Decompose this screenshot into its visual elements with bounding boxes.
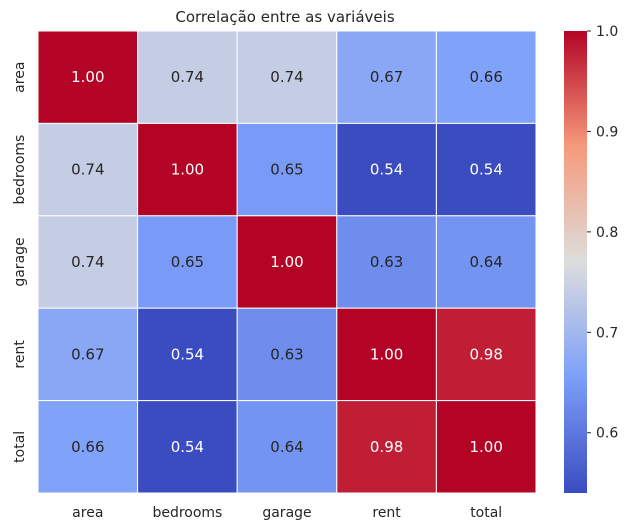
heatmap-cell xyxy=(236,400,338,494)
cell-value-label: 1.00 xyxy=(370,345,403,363)
cell-value-label: 0.67 xyxy=(370,68,403,86)
y-axis-tick-labels: area bedrooms garage rent total xyxy=(12,62,28,463)
heatmap-cell xyxy=(435,307,537,402)
cell-value-label: 0.63 xyxy=(270,345,303,363)
heatmap-cell xyxy=(236,215,338,309)
cell-value-label: 0.54 xyxy=(469,161,502,179)
cell-value-label: 1.00 xyxy=(469,438,502,456)
colorbar-tick-label: 0.6 xyxy=(596,426,618,442)
heatmap-cell xyxy=(435,30,537,124)
y-tick-label: garage xyxy=(12,237,28,286)
cell-value-label: 1.00 xyxy=(71,68,104,86)
cell-value-label: 0.98 xyxy=(370,438,403,456)
y-tick-label: rent xyxy=(12,340,28,369)
x-tick-label: area xyxy=(72,505,103,521)
colorbar-tick-label: 1.0 xyxy=(596,24,618,40)
cell-value-label: 0.74 xyxy=(270,68,303,86)
cell-value-label: 0.63 xyxy=(370,253,403,271)
cell-value-label: 0.74 xyxy=(71,161,104,179)
cell-value-label: 0.64 xyxy=(469,253,502,271)
y-tick-label: total xyxy=(12,431,28,463)
cell-value-label: 0.54 xyxy=(370,161,403,179)
heatmap-cell xyxy=(37,400,139,494)
heatmap-cell xyxy=(37,30,139,124)
cell-value-label: 0.65 xyxy=(171,253,204,271)
heatmap-cell xyxy=(336,307,437,402)
y-tick-label: bedrooms xyxy=(12,135,28,205)
colorbar-tick-label: 0.8 xyxy=(596,225,618,241)
heatmap-cell xyxy=(37,122,139,217)
heatmap-cell xyxy=(435,215,537,309)
cell-value-label: 0.64 xyxy=(270,438,303,456)
heatmap-cell xyxy=(137,400,238,494)
heatmap-cell xyxy=(336,30,437,124)
heatmap-cells: 1.00 0.74 0.74 0.67 0.66 0.74 1.00 0.65 0.54 0.54… xyxy=(37,30,537,494)
cell-value-label: 0.98 xyxy=(469,345,502,363)
cell-value-label: 0.54 xyxy=(171,438,204,456)
cell-value-label: 0.66 xyxy=(71,438,104,456)
x-tick-label: rent xyxy=(372,505,401,521)
heatmap-cell xyxy=(236,30,338,124)
heatmap-cell xyxy=(137,307,238,402)
heatmap-cell xyxy=(137,30,238,124)
cell-value-label: 0.74 xyxy=(171,68,204,86)
chart-title: Correlação entre as variáveis xyxy=(175,8,394,26)
x-tick-label: garage xyxy=(262,505,311,521)
cell-value-label: 0.65 xyxy=(270,161,303,179)
colorbar-tick-label: 0.7 xyxy=(596,325,618,341)
heatmap-cell xyxy=(236,122,338,217)
heatmap-cell xyxy=(435,400,537,494)
colorbar: 0.6 0.7 0.8 0.9 1.0 xyxy=(564,24,618,493)
cell-value-label: 0.54 xyxy=(171,345,204,363)
x-tick-label: total xyxy=(470,505,502,521)
cell-value-label: 0.74 xyxy=(71,253,104,271)
colorbar-tick-label: 0.9 xyxy=(596,124,618,140)
heatmap-cell xyxy=(137,215,238,309)
heatmap-cell xyxy=(435,122,537,217)
x-tick-label: bedrooms xyxy=(152,505,222,521)
cell-value-label: 0.66 xyxy=(469,68,502,86)
cell-value-label: 0.67 xyxy=(71,345,104,363)
cell-value-label: 1.00 xyxy=(171,161,204,179)
heatmap-cell xyxy=(236,307,338,402)
colorbar-gradient xyxy=(564,31,587,493)
x-axis-tick-labels: area bedrooms garage rent total xyxy=(72,505,502,521)
cell-value-label: 1.00 xyxy=(270,253,303,271)
heatmap-cell xyxy=(336,215,437,309)
y-tick-label: area xyxy=(12,62,28,93)
heatmap-cell xyxy=(37,307,139,402)
